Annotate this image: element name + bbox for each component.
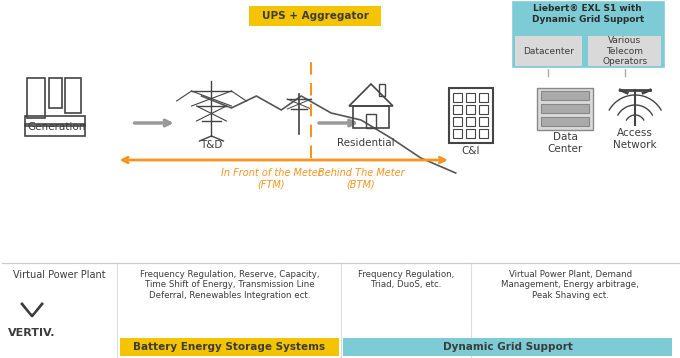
Bar [466, 117, 475, 126]
Bar [466, 129, 475, 138]
Bar [515, 36, 582, 66]
Text: T&D: T&D [201, 140, 222, 150]
Text: Virtual Power Plant, Demand
Management, Energy arbitrage,
Peak Shaving ect.: Virtual Power Plant, Demand Management, … [501, 270, 639, 300]
Bar [353, 106, 389, 128]
Text: Generation: Generation [28, 122, 86, 132]
Text: Battery Energy Storage Systems: Battery Energy Storage Systems [133, 342, 326, 352]
Text: Behind The Meter
(BTM): Behind The Meter (BTM) [318, 168, 405, 190]
Bar [479, 117, 488, 126]
Bar [25, 124, 85, 136]
Bar [466, 93, 475, 102]
Bar [479, 105, 488, 114]
Text: C&I: C&I [462, 146, 480, 156]
Text: Datacenter: Datacenter [523, 47, 574, 55]
Bar [541, 104, 590, 113]
Bar [453, 105, 462, 114]
Bar [49, 78, 62, 108]
Text: In Front of the Meter
(FTM): In Front of the Meter (FTM) [221, 168, 322, 190]
Text: Residential: Residential [337, 138, 395, 148]
Bar [537, 88, 593, 130]
Text: Liebert® EXL S1 with
Dynamic Grid Support: Liebert® EXL S1 with Dynamic Grid Suppor… [532, 4, 644, 24]
Text: VERTIV.: VERTIV. [8, 328, 56, 338]
Bar [466, 105, 475, 114]
Text: Frequency Regulation,
Triad, DuoS, etc.: Frequency Regulation, Triad, DuoS, etc. [358, 270, 454, 289]
Bar [453, 129, 462, 138]
Text: Virtual Power Plant: Virtual Power Plant [13, 270, 105, 280]
Bar [379, 84, 385, 96]
Bar [479, 93, 488, 102]
Text: Frequency Regulation, Reserve, Capacity,
Time Shift of Energy, Transmission Line: Frequency Regulation, Reserve, Capacity,… [139, 270, 319, 300]
Text: UPS + Aggregator: UPS + Aggregator [262, 11, 369, 21]
Text: Various
Telecom
Operators: Various Telecom Operators [602, 36, 647, 66]
Bar [250, 6, 381, 26]
Bar [65, 78, 81, 113]
Bar [366, 114, 376, 128]
Bar [453, 93, 462, 102]
Bar [449, 88, 492, 143]
Text: Data
Center: Data Center [547, 132, 583, 154]
Bar [588, 36, 661, 66]
Bar [25, 116, 85, 126]
Text: Access
Network: Access Network [613, 128, 657, 150]
Bar [511, 0, 665, 68]
Bar [27, 78, 45, 118]
Bar [479, 129, 488, 138]
Bar [120, 338, 339, 356]
Bar [541, 91, 590, 100]
Bar [541, 117, 590, 126]
Text: Dynamic Grid Support: Dynamic Grid Support [443, 342, 573, 352]
Bar [343, 338, 672, 356]
Bar [453, 117, 462, 126]
